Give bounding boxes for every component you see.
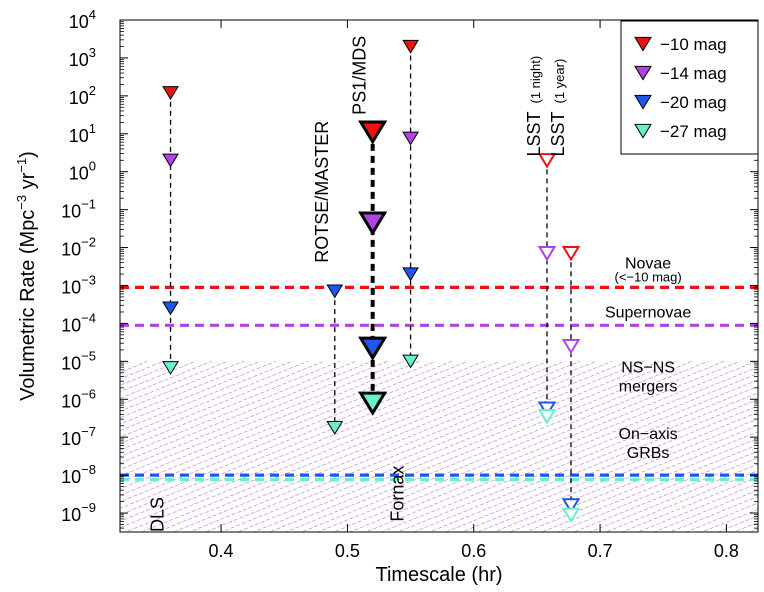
marker-m10-mag xyxy=(162,86,179,100)
reference-lines xyxy=(120,285,758,482)
survey-rotse-master xyxy=(326,284,344,435)
marker-m10-mag xyxy=(561,246,581,262)
legend-item: −10 mag xyxy=(634,35,727,54)
marker-m10-mag xyxy=(358,120,388,145)
survey-label: DLS xyxy=(148,497,168,532)
region-label-supernovae: Supernovae xyxy=(605,305,691,322)
legend-label: −27 mag xyxy=(660,122,727,141)
legend-item: −27 mag xyxy=(634,122,727,141)
legend-label: −20 mag xyxy=(660,93,727,112)
legend-label: −10 mag xyxy=(660,35,727,54)
marker-m20-mag xyxy=(402,267,419,282)
legend-marker xyxy=(634,123,652,139)
marker-m14-mag xyxy=(537,246,557,262)
legend: −10 mag −14 mag −20 mag −27 mag xyxy=(620,20,759,155)
survey-label: PS1/MDS xyxy=(350,36,370,115)
marker-m20-mag xyxy=(326,284,344,299)
y-axis-label: Volumetric Rate (Mpc−3 yr−1) xyxy=(14,151,39,401)
y-axis: 104 103 102 101 100 10−1 10−2 10−3 10−4 10−5 10−6 1… xyxy=(61,7,758,529)
legend-marker xyxy=(634,65,652,81)
survey-lsst-1-year xyxy=(561,246,581,524)
legend-marker xyxy=(634,94,652,110)
marker-m14-mag xyxy=(402,131,419,146)
survey-lsst-1-night xyxy=(537,153,557,425)
marker-m10-mag xyxy=(402,39,419,54)
region-label-novae: Novae xyxy=(625,255,671,272)
marker-m20-mag xyxy=(537,401,557,417)
legend-item: −14 mag xyxy=(634,64,727,83)
y-tick-label: 100 xyxy=(69,159,96,184)
marker-m20-mag xyxy=(358,336,388,361)
marker-m27-mag xyxy=(561,507,581,524)
ns-ns-mergers-region xyxy=(120,361,758,532)
marker-m20-mag xyxy=(162,301,179,316)
survey-ps1-mds xyxy=(358,120,388,416)
marker-m27-mag xyxy=(326,421,344,435)
plot-frame xyxy=(119,19,759,533)
marker-m14-mag xyxy=(561,338,581,355)
y-tick-label: 10−4 xyxy=(61,310,96,335)
survey-label: LSST(1 night) xyxy=(524,56,544,157)
marker-m27-mag xyxy=(537,409,557,425)
region-label-grbs: On−axis GRBs xyxy=(619,426,678,462)
y-tick-label: 10−6 xyxy=(61,386,96,411)
x-tick-label: 0.4 xyxy=(209,541,234,561)
region-label-ns-ns-mergers: NS−NS mergers xyxy=(619,360,678,396)
y-tick-label: 10−2 xyxy=(61,235,96,260)
x-tick-label: 0.5 xyxy=(335,541,360,561)
x-tick-label: 0.7 xyxy=(588,541,613,561)
y-tick-label: 10−1 xyxy=(61,197,96,222)
legend-label: −14 mag xyxy=(660,64,727,83)
survey-fornax xyxy=(402,39,419,369)
marker-m27-mag xyxy=(358,391,388,416)
y-tick-label: 10−8 xyxy=(61,462,96,487)
marker-m20-mag xyxy=(561,498,581,514)
marker-m27-mag xyxy=(402,354,419,369)
survey-label: LSST(1 year) xyxy=(548,59,568,157)
marker-m27-mag xyxy=(162,361,179,375)
y-tick-label: 10−9 xyxy=(61,500,96,525)
x-axis: 0.4 0.5 0.6 0.7 0.8 xyxy=(209,20,739,561)
survey-label: ROTSE/MASTER xyxy=(312,121,332,263)
y-tick-label: 10−5 xyxy=(61,348,96,373)
y-tick-label: 104 xyxy=(69,7,96,32)
y-tick-label: 10−7 xyxy=(61,424,96,449)
y-tick-label: 101 xyxy=(69,121,96,146)
x-tick-label: 0.8 xyxy=(714,541,739,561)
marker-m14-mag xyxy=(162,153,179,168)
marker-m10-mag xyxy=(537,153,557,169)
x-tick-label: 0.6 xyxy=(461,541,486,561)
survey-dls xyxy=(162,86,179,375)
y-tick-label: 103 xyxy=(69,45,96,70)
region-label-novae-mag: (<−10 mag) xyxy=(614,270,681,285)
survey-series xyxy=(162,39,581,524)
region-labels: Novae(<−10 mag) Supernovae NS−NS mergers On−… xyxy=(605,255,691,462)
y-tick-label: 10−3 xyxy=(61,272,96,297)
legend-item: −20 mag xyxy=(634,93,727,112)
x-axis-label: Timescale (hr) xyxy=(375,564,502,586)
legend-marker xyxy=(634,36,652,52)
marker-m14-mag xyxy=(358,211,388,236)
y-tick-label: 102 xyxy=(69,83,96,108)
survey-label: Fornax xyxy=(388,466,408,522)
